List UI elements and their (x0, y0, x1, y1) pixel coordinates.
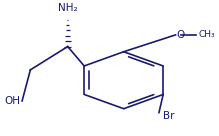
Text: OH: OH (4, 96, 20, 106)
Text: NH₂: NH₂ (58, 3, 78, 13)
Text: CH₃: CH₃ (198, 30, 215, 39)
Text: Br: Br (163, 112, 175, 121)
Text: O: O (177, 30, 185, 40)
